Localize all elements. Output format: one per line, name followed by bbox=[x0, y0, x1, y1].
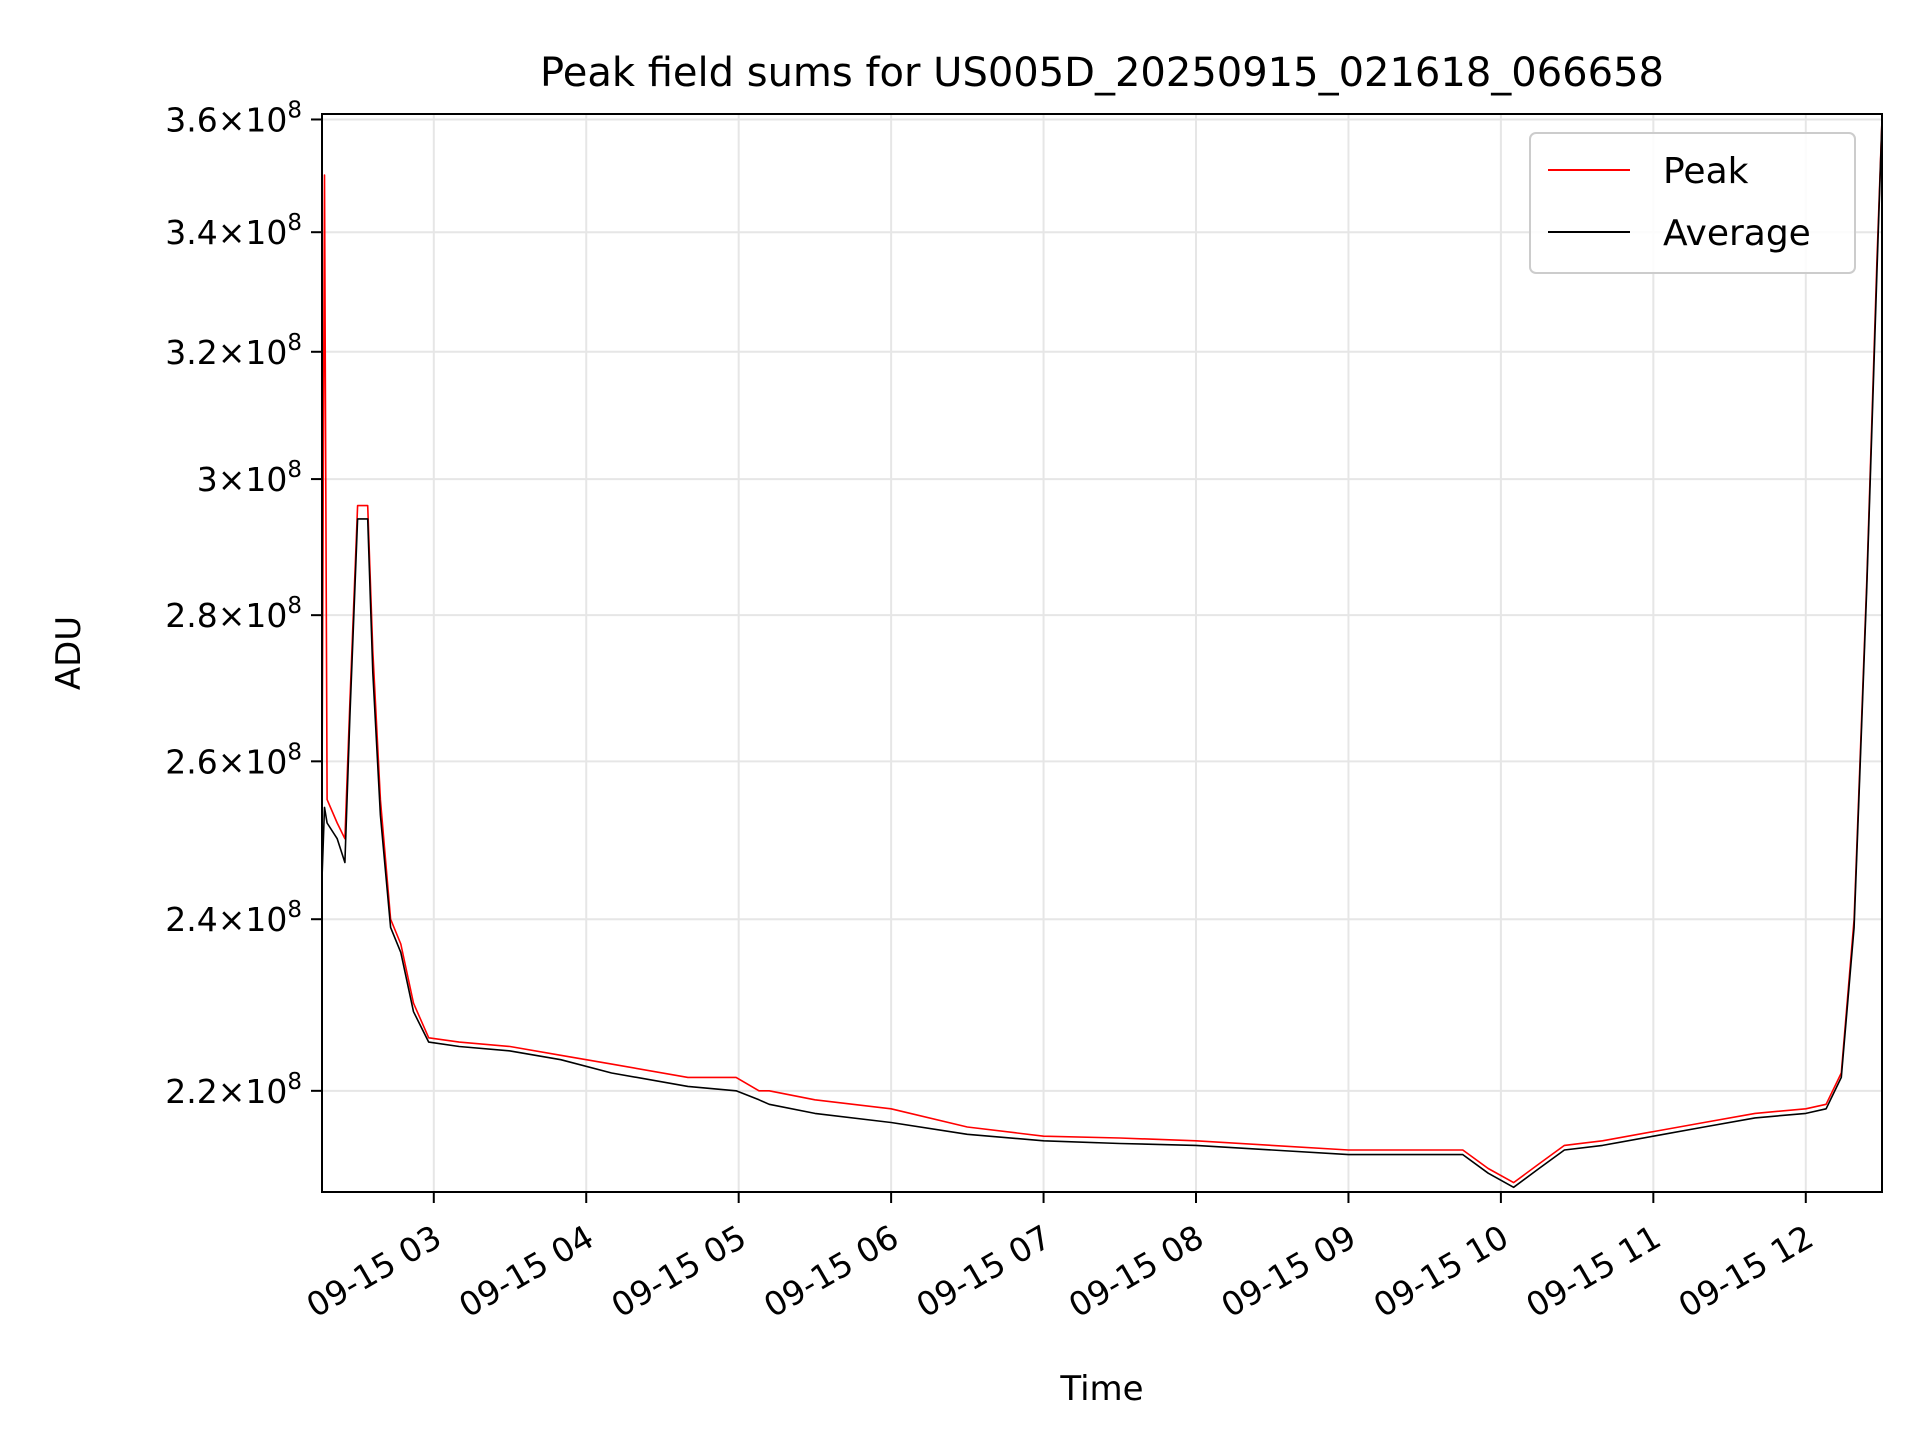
series-layer bbox=[321, 119, 1883, 1189]
y-tick-label: 2.8×108 bbox=[165, 593, 302, 635]
y-tick-label: 3.4×108 bbox=[165, 210, 302, 252]
plot-frame bbox=[321, 113, 1883, 1193]
x-axis-label: Time bbox=[1059, 1369, 1143, 1409]
y-tick-label: 2.6×108 bbox=[165, 739, 302, 781]
y-tick-label: 2.4×108 bbox=[165, 897, 302, 939]
grid bbox=[322, 114, 1882, 1192]
chart-title: Peak field sums for US005D_20250915_0216… bbox=[540, 50, 1664, 96]
y-tick-label: 3.2×108 bbox=[165, 330, 302, 372]
legend: Peak Average bbox=[1529, 132, 1856, 274]
y-tick-label: 3.6×108 bbox=[165, 97, 302, 139]
y-axis-label: ADU bbox=[49, 616, 89, 690]
series-line-average bbox=[321, 119, 1883, 1189]
legend-label-average: Average bbox=[1663, 213, 1811, 254]
legend-label-peak: Peak bbox=[1663, 151, 1749, 192]
y-tick-label: 2.2×108 bbox=[165, 1069, 302, 1111]
y-tick-label: 3×108 bbox=[197, 457, 302, 499]
legend-box bbox=[1529, 132, 1856, 274]
